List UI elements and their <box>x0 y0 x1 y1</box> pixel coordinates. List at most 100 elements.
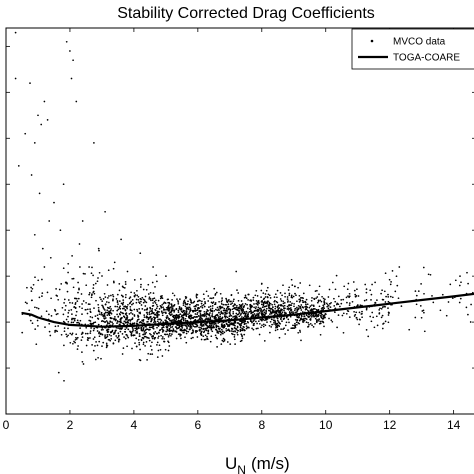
data-point-2633 <box>381 306 384 308</box>
data-point-2375 <box>269 320 272 323</box>
data-point-1136 <box>239 326 242 329</box>
data-point-1193 <box>240 313 242 315</box>
data-point-1518 <box>240 300 243 302</box>
data-point-2739 <box>380 316 383 319</box>
data-point-1603 <box>168 334 170 336</box>
data-point-211 <box>84 332 87 335</box>
data-point-88 <box>72 342 74 345</box>
data-point-54 <box>26 302 28 305</box>
data-point-2262 <box>258 322 261 325</box>
data-point-2790 <box>439 309 442 312</box>
data-point-2811 <box>24 132 27 135</box>
data-point-1428 <box>192 330 195 333</box>
data-point-2852 <box>308 284 311 287</box>
data-point-1375 <box>204 301 206 303</box>
data-point-1378 <box>228 330 231 332</box>
data-point-2194 <box>294 292 296 295</box>
data-point-1752 <box>231 328 234 330</box>
data-point-130 <box>74 338 77 341</box>
data-point-2596 <box>300 309 303 311</box>
data-point-2720 <box>328 288 331 291</box>
data-point-2855 <box>459 275 461 277</box>
data-point-1766 <box>177 311 180 313</box>
legend-box <box>351 28 474 70</box>
data-point-1761 <box>218 300 220 303</box>
data-point-1536 <box>218 330 221 333</box>
data-point-642 <box>103 292 106 295</box>
data-point-2789 <box>423 292 425 295</box>
data-point-788 <box>106 335 109 338</box>
data-point-2214 <box>319 314 322 317</box>
data-point-99 <box>98 340 101 343</box>
data-point-2732 <box>326 303 329 306</box>
data-point-2792 <box>469 321 472 323</box>
data-point-2377 <box>306 306 309 309</box>
data-point-327 <box>116 305 119 308</box>
data-point-2498 <box>257 320 260 323</box>
data-point-297 <box>155 274 158 277</box>
x-axis-label-subscript: N <box>237 463 246 474</box>
data-point-216 <box>98 313 101 316</box>
data-point-383 <box>106 284 109 286</box>
data-point-809 <box>119 320 122 323</box>
data-point-253 <box>85 301 87 304</box>
data-point-51 <box>41 278 43 281</box>
data-point-862 <box>138 321 141 324</box>
data-point-941 <box>215 291 218 294</box>
data-point-2756 <box>381 289 383 292</box>
data-point-2477 <box>277 321 280 323</box>
data-point-33 <box>56 312 59 315</box>
data-point-858 <box>155 303 158 306</box>
data-point-1036 <box>210 324 213 327</box>
data-point-2457 <box>290 304 293 306</box>
data-point-1607 <box>217 330 219 333</box>
data-point-1904 <box>177 317 180 319</box>
data-point-312 <box>162 306 164 309</box>
data-point-1714 <box>230 314 233 317</box>
data-point-1716 <box>166 308 169 311</box>
data-point-2706 <box>340 299 343 301</box>
data-point-956 <box>205 329 208 332</box>
data-point-217 <box>75 336 77 339</box>
data-point-78 <box>84 273 86 275</box>
data-point-2691 <box>379 307 381 310</box>
data-point-1419 <box>195 303 198 306</box>
data-point-2589 <box>265 289 268 292</box>
data-point-1290 <box>218 311 220 314</box>
data-point-894 <box>119 327 121 330</box>
data-point-1391 <box>209 312 211 314</box>
data-point-2761 <box>389 283 392 286</box>
data-point-2722 <box>336 302 339 305</box>
data-point-751 <box>149 310 151 313</box>
data-point-1034 <box>227 307 230 310</box>
data-point-790 <box>146 321 148 323</box>
data-point-1062 <box>213 309 216 312</box>
data-point-674 <box>148 296 151 299</box>
data-point-1882 <box>195 296 198 299</box>
data-point-2850 <box>235 270 238 273</box>
data-point-378 <box>106 309 109 312</box>
data-point-774 <box>162 329 165 332</box>
data-point-2772 <box>447 301 450 303</box>
data-point-2451 <box>247 313 249 316</box>
data-point-2737 <box>370 299 372 301</box>
data-point-2575 <box>274 311 277 314</box>
data-point-1799 <box>165 321 167 323</box>
data-point-1921 <box>322 304 325 307</box>
data-point-2665 <box>385 295 387 298</box>
data-point-1230 <box>168 328 171 330</box>
data-point-1468 <box>220 332 223 334</box>
data-point-2181 <box>300 339 302 342</box>
data-point-1806 <box>220 317 222 320</box>
data-point-169 <box>100 298 102 301</box>
data-point-2639 <box>367 335 370 338</box>
data-point-295 <box>105 342 108 345</box>
data-point-1655 <box>210 327 213 330</box>
data-point-854 <box>163 308 166 311</box>
data-point-2152 <box>255 302 258 305</box>
data-point-1414 <box>179 333 181 336</box>
data-point-886 <box>146 336 149 339</box>
data-point-580 <box>117 332 120 335</box>
data-point-101 <box>89 337 91 339</box>
data-point-951 <box>221 330 224 333</box>
